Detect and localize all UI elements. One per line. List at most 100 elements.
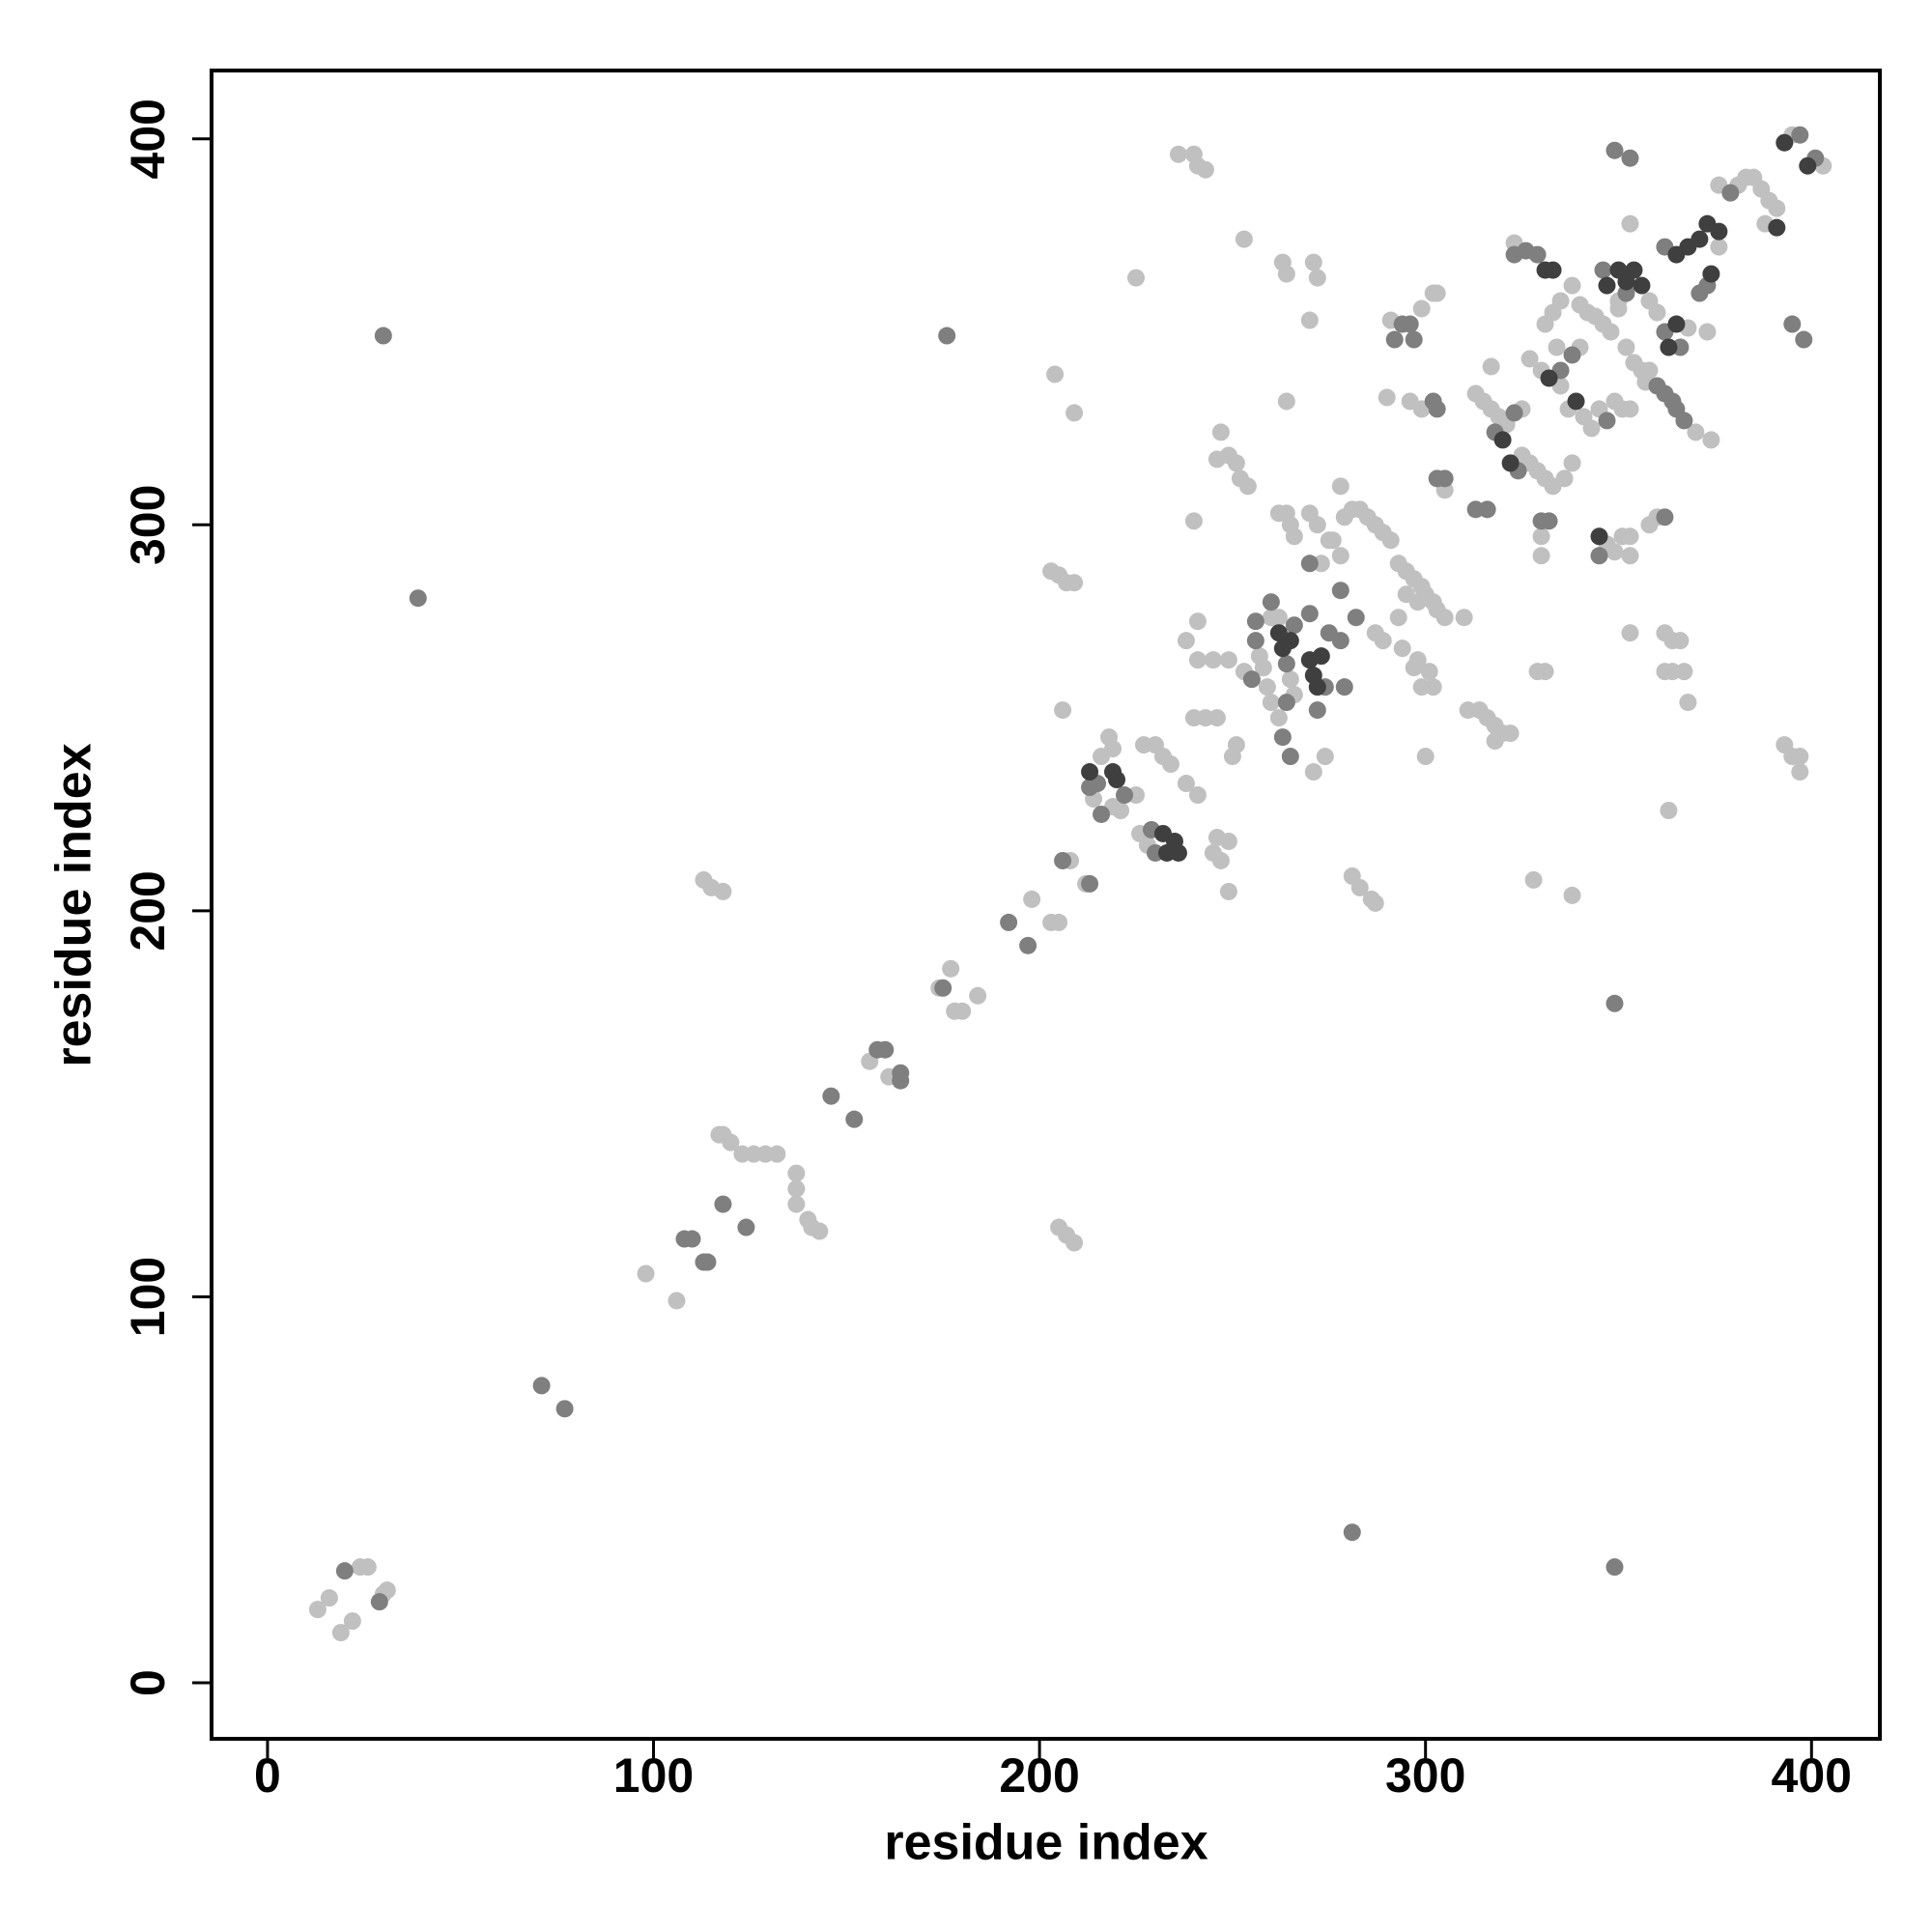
x-axis-label: residue index <box>884 1815 1208 1871</box>
point <box>1590 527 1608 546</box>
point <box>1602 323 1620 341</box>
point <box>1219 882 1237 900</box>
point <box>1791 748 1809 766</box>
point <box>320 1589 338 1607</box>
point <box>1281 748 1299 766</box>
point <box>1648 303 1666 322</box>
point <box>1563 276 1581 295</box>
point <box>822 1087 840 1105</box>
point <box>1238 477 1257 496</box>
point <box>1590 547 1608 565</box>
point <box>1023 890 1041 908</box>
point <box>1405 330 1423 349</box>
point <box>1667 315 1686 333</box>
point <box>1331 547 1350 565</box>
point <box>1273 728 1292 747</box>
point <box>1408 651 1427 669</box>
point <box>1598 276 1616 295</box>
y-tick-label: 200 <box>121 870 175 951</box>
point <box>1795 330 1813 349</box>
point <box>1219 832 1237 850</box>
point <box>1300 311 1319 329</box>
point <box>1285 527 1303 546</box>
point <box>1350 878 1369 896</box>
point <box>1366 894 1384 912</box>
point <box>343 1612 361 1631</box>
point <box>1524 870 1543 889</box>
point <box>1169 843 1187 862</box>
point <box>1211 423 1230 441</box>
point <box>1227 454 1245 472</box>
point <box>1768 199 1786 217</box>
point <box>1300 605 1319 623</box>
point <box>1347 609 1365 627</box>
point <box>1065 574 1084 592</box>
point <box>942 959 960 978</box>
point <box>1081 874 1099 893</box>
point <box>409 589 427 608</box>
point <box>1308 701 1326 720</box>
point <box>1505 404 1523 422</box>
point <box>1428 400 1446 418</box>
point <box>1791 763 1809 781</box>
point <box>370 1593 388 1611</box>
x-tick-label: 400 <box>1772 1748 1852 1803</box>
point <box>1598 412 1616 430</box>
point <box>1671 632 1690 650</box>
point <box>1605 543 1624 561</box>
point <box>1435 469 1454 488</box>
point <box>358 1558 377 1577</box>
point <box>969 986 987 1005</box>
point <box>1308 269 1326 287</box>
point <box>1262 593 1280 611</box>
point <box>1254 659 1272 677</box>
point <box>1660 802 1678 820</box>
point <box>1269 709 1288 727</box>
point <box>331 1624 350 1642</box>
point <box>308 1601 327 1619</box>
point <box>1567 392 1585 411</box>
point <box>1532 527 1550 546</box>
point <box>1660 338 1678 356</box>
point <box>1242 670 1261 689</box>
point <box>1054 701 1072 720</box>
point <box>1563 454 1581 472</box>
point <box>934 979 952 997</box>
point <box>1536 663 1554 681</box>
point <box>1544 261 1562 279</box>
y-tick-label: 300 <box>121 485 175 565</box>
point <box>1116 786 1134 805</box>
point <box>1331 477 1350 496</box>
point <box>737 1218 755 1236</box>
point <box>1594 261 1612 279</box>
point <box>1412 299 1431 318</box>
point <box>1258 678 1276 696</box>
point <box>1702 431 1720 449</box>
point <box>1617 338 1635 356</box>
point <box>1269 609 1288 627</box>
point <box>1428 284 1446 302</box>
point <box>1385 330 1404 349</box>
point <box>1605 141 1624 159</box>
point <box>1501 724 1520 743</box>
point <box>1019 936 1037 954</box>
point <box>1675 663 1693 681</box>
point <box>532 1377 551 1395</box>
point <box>1679 694 1697 712</box>
point <box>1710 222 1728 241</box>
point <box>374 327 392 345</box>
point <box>1389 609 1407 627</box>
point <box>787 1195 806 1213</box>
point <box>1108 771 1126 789</box>
point <box>787 1179 806 1198</box>
point <box>1219 651 1237 669</box>
point <box>953 1002 972 1020</box>
point <box>787 1164 806 1182</box>
point <box>1563 346 1581 364</box>
point <box>1501 454 1520 472</box>
point <box>1783 315 1802 333</box>
point <box>1204 651 1222 669</box>
point <box>1621 400 1639 418</box>
point <box>1308 516 1326 534</box>
point <box>714 1195 732 1213</box>
